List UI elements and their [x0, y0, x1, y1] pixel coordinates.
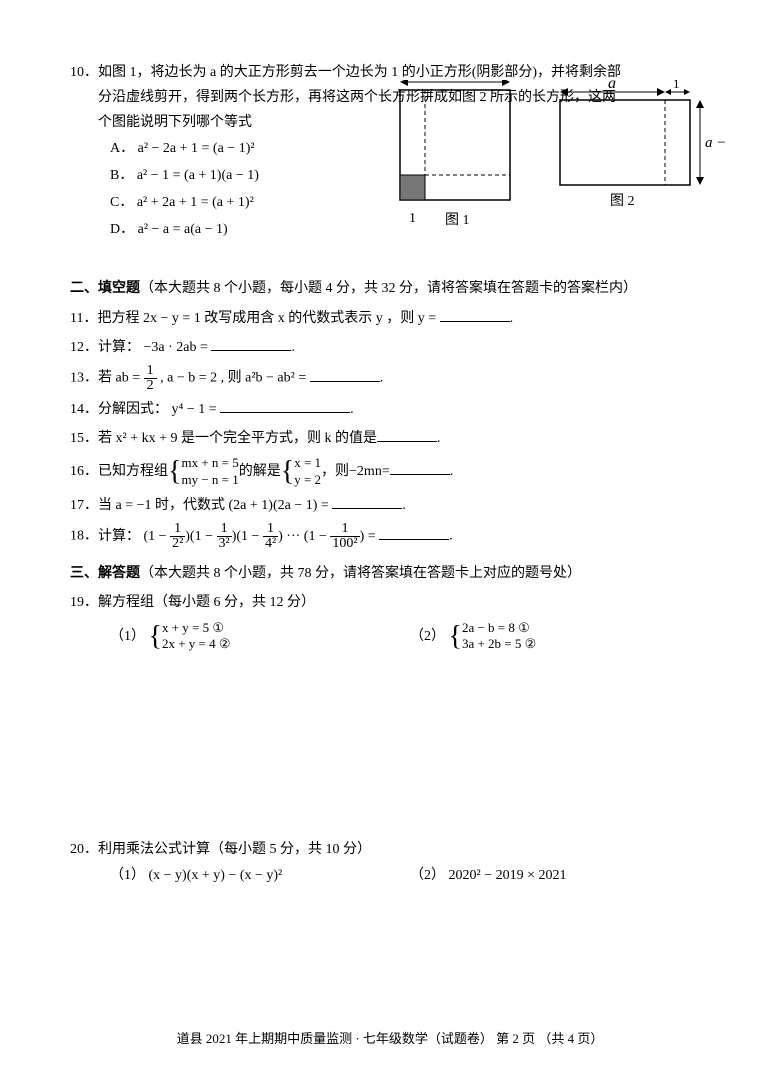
q14-text: 分解因式： y⁴ − 1 =	[98, 402, 220, 417]
q16-end: .	[450, 464, 454, 479]
q16-num: 16．	[70, 464, 98, 479]
q15-end: .	[437, 431, 441, 446]
section-2-header: 二、填空题（本大题共 8 个小题，每小题 4 分，共 32 分，请将答案填在答题…	[70, 276, 710, 301]
sec3-title: 三、解答题	[70, 566, 140, 581]
sec2-title: 二、填空题	[70, 281, 140, 296]
fig2-am1: a − 1	[705, 135, 730, 151]
q19-e1b: 2x + y = 4 ②	[162, 636, 231, 651]
q19-p2-label: （2）	[410, 629, 445, 644]
question-13: 13．若 ab = 12 , a − b = 2 , 则 a²b − ab² =…	[70, 364, 710, 393]
q13-num: 13．	[70, 371, 98, 386]
question-11: 11．把方程 2x − y = 1 改写成用含 x 的代数式表示 y ，则 y …	[70, 306, 710, 331]
q18-num: 18．	[70, 529, 98, 544]
brace-icon-4: {	[449, 620, 462, 651]
q13-frac: 12	[144, 364, 157, 393]
q11-num: 11．	[70, 311, 97, 326]
fig2-label: 图 2	[610, 194, 635, 209]
q19-part2: （2） {2a − b = 8 ①3a + 2b = 5 ②	[410, 620, 710, 654]
q19-part1: （1） {x + y = 5 ①2x + y = 4 ②	[110, 620, 410, 654]
q20-part1: （1） (x − y)(x + y) − (x − y)²	[110, 863, 410, 888]
q11-blank	[440, 307, 510, 322]
sec3-desc: （本大题共 8 个小题，共 78 分，请将答案填在答题卡上对应的题号处）	[140, 566, 581, 581]
fig2-a: a	[608, 80, 616, 92]
q10-num: 10．	[70, 65, 98, 80]
q18-blank	[379, 525, 449, 540]
q16-e2b: y = 2	[294, 472, 321, 487]
q16-sys2: x = 1 y = 2	[294, 455, 321, 489]
q19-e2b: 3a + 2b = 5 ②	[462, 636, 536, 651]
question-17: 17．当 a = −1 时，代数式 (2a + 1)(2a − 1) = .	[70, 493, 710, 518]
q19-e2a: 2a − b = 8 ①	[462, 620, 530, 635]
q19-text: 解方程组（每小题 6 分，共 12 分）	[98, 595, 315, 610]
q16-blank	[390, 460, 450, 475]
q11-text: 把方程 2x − y = 1 改写成用含 x 的代数式表示 y ，则 y =	[97, 311, 439, 326]
q18-end: .	[449, 529, 453, 544]
question-20: 20．利用乘法公式计算（每小题 5 分，共 10 分） （1） (x − y)(…	[70, 837, 710, 887]
q19-parts: （1） {x + y = 5 ①2x + y = 4 ② （2） {2a − b…	[70, 620, 710, 654]
brace-icon-2: {	[281, 456, 294, 487]
q19-num: 19．	[70, 595, 98, 610]
q16-t3: ，则−2mn=	[321, 464, 390, 479]
q13-end: .	[380, 371, 384, 386]
q13-blank	[310, 367, 380, 382]
q16-sys1: mx + n = 5 my − n = 1	[181, 455, 238, 489]
question-15: 15．若 x² + kx + 9 是一个完全平方式，则 k 的值是.	[70, 426, 710, 451]
q14-num: 14．	[70, 402, 98, 417]
question-19: 19．解方程组（每小题 6 分，共 12 分） （1） {x + y = 5 ①…	[70, 590, 710, 653]
q13-frac-d: 2	[144, 379, 157, 393]
q18-expr: 计算： (1 − 12²)(1 − 13²)(1 − 14²) ··· (1 −…	[98, 529, 379, 544]
q10-figures: a 1 图 1 a 1 a − 1 图 2	[390, 80, 730, 250]
q16-t1: 已知方程组	[98, 464, 168, 479]
figures-svg: a 1 图 1 a 1 a − 1 图 2	[390, 80, 730, 255]
fig1-a: a	[450, 80, 459, 82]
q16-e1a: mx + n = 5	[181, 455, 238, 470]
question-12: 12．计算： −3a · 2ab = .	[70, 335, 710, 360]
q13-t1: 若 ab =	[98, 371, 144, 386]
q16-t2: 的解是	[239, 464, 281, 479]
q16-e2a: x = 1	[294, 455, 321, 470]
q14-blank	[220, 398, 350, 413]
q10-line1: 如图 1，将边长为 a 的大正方形剪去一个边长为 1 的小正方形(阴影部分)，并…	[98, 65, 621, 80]
q17-text: 当 a = −1 时，代数式 (2a + 1)(2a − 1) =	[98, 498, 332, 513]
q17-blank	[332, 494, 402, 509]
q19-p1-label: （1）	[110, 629, 145, 644]
q13-t2: , a − b = 2 , 则 a²b − ab² =	[157, 371, 310, 386]
q11-end: .	[510, 311, 514, 326]
brace-icon-3: {	[149, 620, 162, 651]
q13-frac-n: 1	[144, 364, 157, 379]
page-footer: 道县 2021 年上期期中质量监测 · 七年级数学（试题卷） 第 2 页 （共 …	[0, 1027, 780, 1050]
q14-end: .	[350, 402, 354, 417]
q12-text: 计算： −3a · 2ab =	[98, 340, 211, 355]
q19-sys1: x + y = 5 ①2x + y = 4 ②	[162, 620, 231, 654]
fig1-label: 图 1	[445, 213, 470, 228]
question-16: 16．已知方程组{mx + n = 5my − n = 1的解是{x = 1y …	[70, 455, 710, 489]
q20-parts: （1） (x − y)(x + y) − (x − y)² （2） 2020² …	[70, 863, 710, 888]
q20-text: 利用乘法公式计算（每小题 5 分，共 10 分）	[98, 842, 371, 857]
question-14: 14．分解因式： y⁴ − 1 = .	[70, 397, 710, 422]
q17-num: 17．	[70, 498, 98, 513]
question-18: 18．计算： (1 − 12²)(1 − 13²)(1 − 14²) ··· (…	[70, 522, 710, 551]
figure-1: a 1 图 1	[400, 80, 510, 228]
q19-e1a: x + y = 5 ①	[162, 620, 224, 635]
q19-sys2: 2a − b = 8 ①3a + 2b = 5 ②	[462, 620, 536, 654]
q17-end: .	[402, 498, 406, 513]
brace-icon: {	[168, 456, 181, 487]
q12-end: .	[291, 340, 295, 355]
section-3-header: 三、解答题（本大题共 8 个小题，共 78 分，请将答案填在答题卡上对应的题号处…	[70, 561, 710, 586]
q15-blank	[377, 427, 437, 442]
q20-num: 20．	[70, 842, 98, 857]
fig2-1: 1	[673, 80, 680, 91]
q15-num: 15．	[70, 431, 98, 446]
figure-2: a 1 a − 1 图 2	[560, 80, 730, 209]
q10-line3: 个图能说明下列哪个等式	[70, 110, 398, 135]
fig1-1: 1	[409, 211, 416, 226]
q15-text: 若 x² + kx + 9 是一个完全平方式，则 k 的值是	[98, 431, 377, 446]
sec2-desc: （本大题共 8 个小题，每小题 4 分，共 32 分，请将答案填在答题卡的答案栏…	[140, 281, 637, 296]
q12-num: 12．	[70, 340, 98, 355]
q20-part2: （2） 2020² − 2019 × 2021	[410, 863, 710, 888]
q12-blank	[211, 336, 291, 351]
q16-e1b: my − n = 1	[181, 472, 238, 487]
